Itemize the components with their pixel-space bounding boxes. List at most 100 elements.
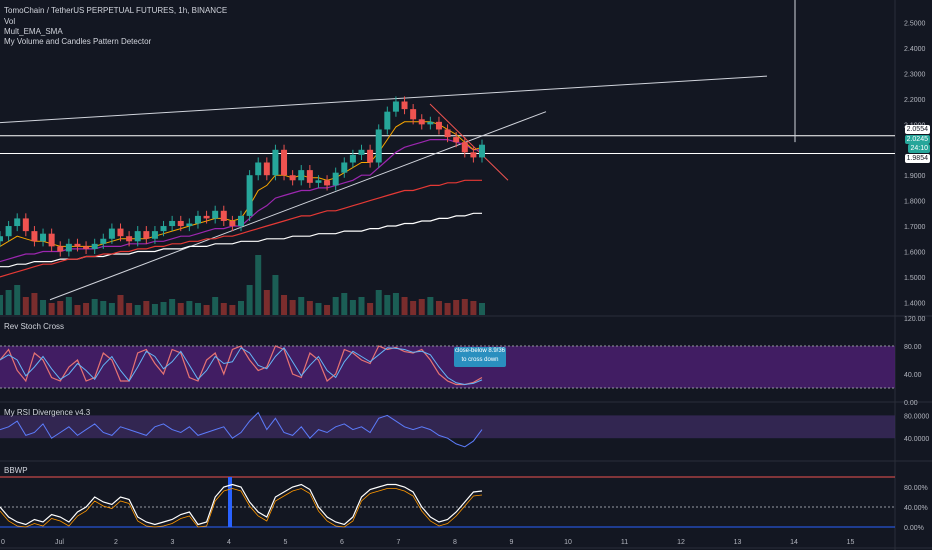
price-tick-label: 2.2000 (904, 97, 926, 104)
price-tick-label: 2.5000 (904, 21, 926, 28)
volume-bar (0, 295, 3, 315)
volume-bar (151, 304, 158, 315)
rsi-tick-label: 80.0000 (904, 413, 929, 420)
candle-body (281, 149, 288, 176)
candle-body (298, 170, 305, 181)
rsi-pane-title[interactable]: My RSI Divergence v4.3 (4, 408, 91, 417)
candle-body (384, 111, 391, 130)
stoch-pane-title[interactable]: Rev Stoch Cross (4, 322, 65, 331)
stoch-d-line (0, 346, 483, 386)
candle-body (14, 218, 21, 227)
volume-bar (315, 303, 322, 315)
time-tick-label: 11 (621, 539, 628, 546)
volume-bar (40, 300, 47, 315)
candle-body (255, 162, 262, 176)
candle-body (435, 121, 442, 130)
candle-body (117, 228, 124, 237)
volume-bar (83, 303, 90, 315)
candle-body (100, 238, 107, 244)
bbwp-spike-bar (228, 477, 232, 527)
candle-body (479, 144, 485, 158)
price-tag-current: 2.0245 (904, 135, 930, 144)
volume-bar (186, 301, 193, 315)
candle-body (453, 137, 460, 143)
volume-bar (418, 299, 425, 315)
candle-body (418, 119, 425, 125)
candle-body (91, 243, 98, 249)
indicator-pattern-label[interactable]: My Volume and Candles Pattern Detector (4, 37, 152, 46)
candle-body (324, 180, 331, 186)
volume-bar (203, 305, 210, 315)
time-tick-label: 5 (284, 539, 288, 546)
price-tag-lower: 1.9854 (904, 154, 930, 163)
rsi-tick-label: 40.0000 (904, 436, 929, 443)
candle-body (31, 231, 38, 242)
volume-bar (306, 301, 313, 315)
stoch-tick-label: 80.00 (904, 344, 922, 351)
volume-bar (57, 301, 64, 315)
bbwp-tick-label: 40.00% (904, 505, 928, 512)
bbwp-line (0, 483, 483, 526)
price-tick-label: 1.7000 (904, 224, 926, 231)
time-tick-label: 3 (171, 539, 175, 546)
candle-body (263, 162, 270, 176)
candle-body (108, 228, 115, 239)
volume-bar (229, 305, 236, 315)
lower-trendline (49, 111, 547, 301)
candle-body (151, 231, 158, 239)
volume-bar (169, 299, 176, 315)
callout-line-1: close-below 8.9/36 (454, 348, 506, 354)
candle-body (461, 142, 468, 153)
volume-bar (255, 255, 262, 315)
bbwp-tick-label: 80.00% (904, 485, 928, 492)
candle-body (57, 246, 64, 252)
volume-bar (74, 305, 81, 315)
candle-body (83, 246, 90, 249)
time-tick-label: 4 (227, 539, 231, 546)
volume-bar (332, 297, 339, 315)
volume-bar (212, 297, 219, 315)
indicator-ema-label[interactable]: Mult_EMA_SMA (4, 27, 63, 36)
time-tick-label: 10 (564, 539, 572, 546)
candle-body (246, 175, 253, 216)
bbwp-pane-title[interactable]: BBWP (4, 466, 28, 475)
volume-bar (375, 290, 382, 315)
volume-bar (117, 295, 124, 315)
volume-bar (238, 301, 244, 315)
time-tick-label: 2 (114, 539, 118, 546)
ema-slow-line (0, 139, 482, 263)
candle-body (401, 101, 408, 110)
price-tick-label: 1.9000 (904, 173, 926, 180)
volume-bar (263, 290, 270, 315)
candle-body (143, 231, 150, 239)
volume-bar (126, 303, 133, 315)
volume-bar (143, 301, 150, 315)
volume-bar (298, 297, 305, 315)
candle-body (341, 162, 348, 173)
candle-body (332, 172, 339, 186)
indicator-vol-label[interactable]: Vol (4, 17, 16, 26)
candle-body (315, 180, 322, 183)
volume-bar (5, 290, 12, 315)
volume-bar (461, 299, 468, 315)
candle-body (5, 226, 12, 237)
candle-body (375, 129, 382, 163)
volume-bar (427, 297, 434, 315)
time-tick-label: 14 (790, 539, 798, 546)
volume-bar (384, 295, 391, 315)
candle-body (470, 152, 477, 158)
candle-body (169, 220, 176, 227)
candle-body (65, 243, 72, 252)
volume-bar (410, 301, 417, 315)
volume-bar (349, 300, 356, 315)
candle-body (0, 236, 3, 242)
candle-body (444, 129, 451, 138)
volume-bar (435, 301, 442, 315)
stoch-alert-callout: close-below 8.9/36 to cross down (454, 347, 506, 367)
down-trendline (429, 103, 509, 181)
volume-bar (367, 303, 374, 315)
candle-body (48, 233, 55, 247)
volume-bar (220, 303, 227, 315)
time-tick-label: 9 (510, 539, 514, 546)
